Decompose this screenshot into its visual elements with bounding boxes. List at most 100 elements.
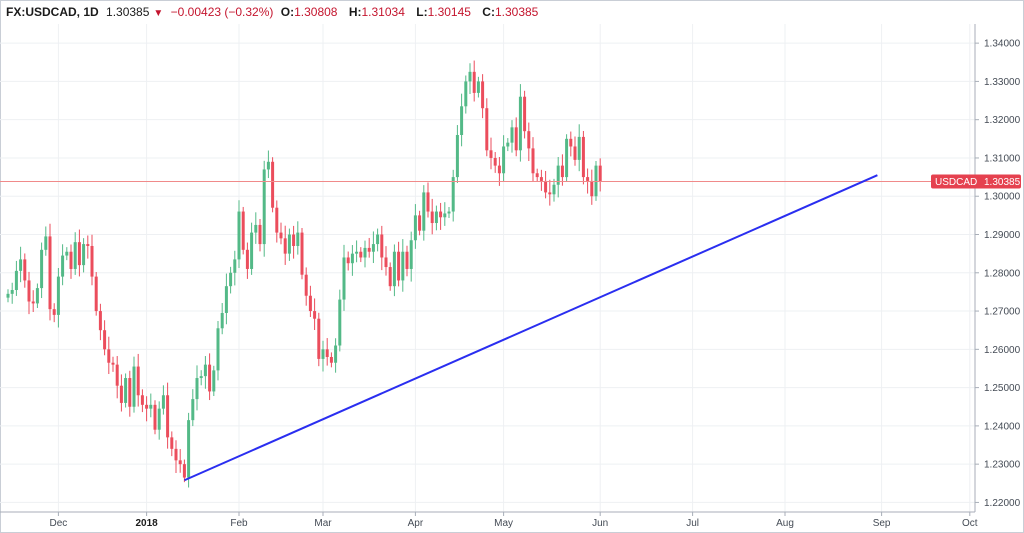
candle[interactable]: [384, 246, 388, 276]
candle[interactable]: [149, 393, 153, 418]
candle[interactable]: [6, 289, 10, 303]
candle[interactable]: [187, 412, 191, 488]
candle[interactable]: [376, 228, 380, 252]
candle[interactable]: [401, 239, 405, 292]
candle[interactable]: [468, 63, 472, 95]
candle[interactable]: [229, 266, 233, 294]
candle[interactable]: [90, 234, 94, 286]
candle[interactable]: [577, 124, 581, 172]
candle[interactable]: [367, 237, 371, 258]
candle[interactable]: [426, 182, 430, 218]
candle[interactable]: [342, 244, 346, 311]
candle[interactable]: [418, 210, 422, 236]
candle[interactable]: [103, 320, 107, 356]
candle[interactable]: [31, 290, 35, 313]
candle[interactable]: [98, 303, 102, 341]
candle[interactable]: [77, 229, 81, 277]
candle[interactable]: [56, 268, 60, 328]
candle[interactable]: [422, 185, 426, 241]
candle[interactable]: [212, 365, 216, 397]
candle[interactable]: [527, 122, 531, 162]
candle[interactable]: [107, 336, 111, 375]
candle[interactable]: [439, 202, 443, 230]
candle[interactable]: [279, 222, 283, 245]
candle[interactable]: [359, 247, 363, 263]
candle[interactable]: [287, 228, 291, 261]
trendline[interactable]: [183, 174, 878, 482]
candle[interactable]: [460, 93, 464, 147]
candle[interactable]: [317, 312, 321, 367]
candle[interactable]: [388, 262, 392, 291]
candle[interactable]: [115, 356, 119, 399]
candle[interactable]: [552, 178, 556, 202]
candle[interactable]: [300, 228, 304, 280]
candle[interactable]: [283, 225, 287, 265]
candle[interactable]: [489, 137, 493, 170]
candle[interactable]: [124, 373, 128, 408]
candle[interactable]: [35, 283, 39, 308]
candle[interactable]: [23, 253, 27, 288]
candle[interactable]: [296, 221, 300, 255]
candle[interactable]: [65, 247, 69, 261]
candle[interactable]: [514, 117, 518, 157]
candle[interactable]: [208, 353, 212, 401]
candle[interactable]: [544, 170, 548, 199]
candle[interactable]: [485, 98, 489, 157]
candle[interactable]: [166, 382, 170, 449]
candle[interactable]: [241, 206, 245, 255]
candle[interactable]: [556, 157, 560, 198]
symbol-label[interactable]: FX:USDCAD, 1D: [6, 5, 99, 19]
candle[interactable]: [86, 235, 90, 259]
candle[interactable]: [455, 125, 459, 184]
candle[interactable]: [334, 338, 338, 373]
candle[interactable]: [73, 232, 77, 275]
candle[interactable]: [224, 273, 228, 325]
candle[interactable]: [518, 84, 522, 162]
candle[interactable]: [481, 74, 485, 119]
candle[interactable]: [191, 389, 195, 427]
candle[interactable]: [434, 205, 438, 231]
candle[interactable]: [174, 440, 178, 473]
candle[interactable]: [313, 298, 317, 331]
candle[interactable]: [476, 76, 480, 98]
candle[interactable]: [409, 231, 413, 282]
candle[interactable]: [140, 389, 144, 413]
candle[interactable]: [510, 120, 514, 153]
candle[interactable]: [195, 365, 199, 411]
candle[interactable]: [493, 152, 497, 173]
candle[interactable]: [136, 353, 140, 407]
candle[interactable]: [560, 154, 564, 186]
candle[interactable]: [94, 272, 98, 316]
candle[interactable]: [569, 131, 573, 157]
candle[interactable]: [14, 260, 18, 296]
candle[interactable]: [539, 169, 543, 191]
candle[interactable]: [308, 285, 312, 317]
candle[interactable]: [216, 321, 220, 381]
candle[interactable]: [405, 245, 409, 277]
candle[interactable]: [430, 198, 434, 235]
candle[interactable]: [581, 130, 585, 185]
candle[interactable]: [271, 157, 275, 213]
candle[interactable]: [178, 449, 182, 473]
candle[interactable]: [266, 150, 270, 179]
candle[interactable]: [531, 137, 535, 182]
candle[interactable]: [128, 370, 132, 417]
candle[interactable]: [27, 271, 31, 315]
candle[interactable]: [355, 240, 359, 263]
candle[interactable]: [523, 90, 527, 139]
candle[interactable]: [350, 245, 354, 276]
candle[interactable]: [451, 169, 455, 222]
candle[interactable]: [321, 340, 325, 372]
candle[interactable]: [594, 161, 598, 201]
candle[interactable]: [371, 231, 375, 264]
candle[interactable]: [245, 242, 249, 279]
candle[interactable]: [565, 134, 569, 182]
candle[interactable]: [548, 179, 552, 206]
candle[interactable]: [237, 200, 241, 268]
candle[interactable]: [82, 238, 86, 273]
candle[interactable]: [573, 136, 577, 166]
candle[interactable]: [346, 251, 350, 271]
candle[interactable]: [258, 219, 262, 252]
candle[interactable]: [397, 241, 401, 287]
